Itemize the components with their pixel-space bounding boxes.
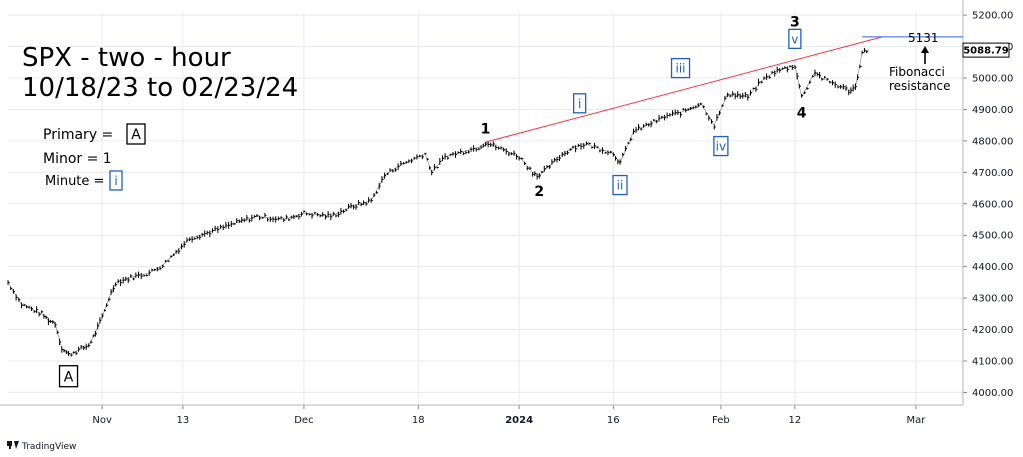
x-tick-label: 12 bbox=[788, 415, 801, 426]
y-tick-label: 4200.00 bbox=[972, 325, 1013, 336]
wave-box-minute bbox=[670, 57, 691, 79]
y-tick-label: 4600.00 bbox=[972, 199, 1013, 210]
y-tick-label: 4800.00 bbox=[972, 136, 1013, 147]
wave-box-minute bbox=[713, 135, 729, 157]
x-tick-label: Feb bbox=[712, 415, 730, 426]
legend-minute-box bbox=[109, 170, 123, 191]
y-tick-label: 4900.00 bbox=[972, 105, 1013, 116]
wave-label-minute: iii bbox=[676, 62, 686, 76]
price-series bbox=[7, 47, 869, 357]
x-tick-label: 2024 bbox=[505, 415, 533, 426]
price-line bbox=[7, 49, 869, 356]
last-price-badge: 5088.79 bbox=[962, 42, 1010, 58]
x-tick-label: Nov bbox=[92, 415, 112, 426]
x-tick-label: Mar bbox=[906, 415, 926, 426]
legend-primary-symbol: A bbox=[131, 127, 141, 143]
trend-lines bbox=[485, 36, 963, 143]
y-tick-label: 4400.00 bbox=[972, 262, 1013, 273]
legend-primary-label: Primary = bbox=[43, 127, 113, 143]
y-axis: 4000.00 4100.00 4200.00 4300.00 4400.00 4500.… bbox=[962, 0, 1013, 405]
legend-minute-symbol: i bbox=[114, 174, 117, 188]
up-arrow-icon bbox=[921, 46, 929, 64]
grid bbox=[8, 12, 963, 405]
y-tick-label: 4700.00 bbox=[972, 168, 1013, 179]
x-tick-label: 13 bbox=[176, 415, 189, 426]
y-tick-label: 4500.00 bbox=[972, 231, 1013, 242]
wave-label-minor: 1 bbox=[481, 121, 491, 137]
fibonacci-label: Fibonacci bbox=[889, 65, 945, 79]
wave-label-minute: i bbox=[578, 97, 581, 111]
y-tick-label: 4100.00 bbox=[972, 356, 1013, 367]
x-axis: Nov 13 Dec 18 2024 16 Feb 12 Mar bbox=[0, 404, 963, 426]
chart-subtitle: 10/18/23 to 02/23/24 bbox=[22, 73, 298, 103]
legend-minute-label: Minute = bbox=[45, 174, 104, 189]
wave-label-minor: 2 bbox=[534, 184, 544, 200]
y-tick-label: 5000.00 bbox=[972, 74, 1013, 85]
trendline bbox=[485, 36, 883, 143]
legend-primary-box bbox=[126, 123, 146, 145]
legend-minor-label: Minor = 1 bbox=[43, 151, 112, 167]
wave-box-minute bbox=[573, 93, 587, 114]
tradingview-logo-icon bbox=[7, 441, 19, 449]
x-tick-label: 18 bbox=[412, 415, 425, 426]
wave-label-minor: 4 bbox=[797, 106, 807, 122]
wave-box-primary bbox=[58, 365, 79, 388]
y-tick-label: 4300.00 bbox=[972, 294, 1013, 305]
wave-label-primary: A bbox=[64, 370, 74, 386]
wave-label-minute: iv bbox=[716, 140, 726, 154]
last-price-value: 5088.79 bbox=[963, 46, 1009, 57]
wave-label-minute: ii bbox=[617, 179, 624, 193]
wave-label-minor: 3 bbox=[790, 14, 800, 30]
chart-title: SPX - two - hour bbox=[22, 43, 231, 73]
wave-box-minute bbox=[788, 28, 802, 50]
y-tick-label: 5200.00 bbox=[972, 11, 1013, 22]
tradingview-brand: TradingView bbox=[21, 442, 76, 452]
x-tick-label: Dec bbox=[294, 415, 313, 426]
resistance-label: resistance bbox=[889, 79, 951, 93]
wave-label-minute: v bbox=[791, 32, 798, 46]
target-value-label: 5131 bbox=[908, 31, 939, 45]
wave-box-minute bbox=[612, 174, 628, 196]
x-tick-label: 16 bbox=[607, 415, 620, 426]
y-tick-label: 4000.00 bbox=[972, 388, 1013, 399]
